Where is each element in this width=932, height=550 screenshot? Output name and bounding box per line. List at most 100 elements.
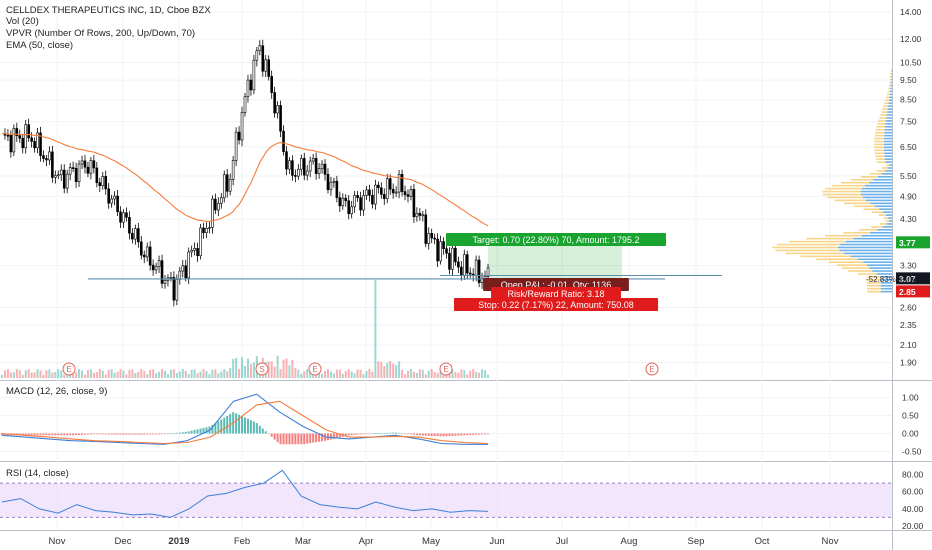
vp-row-up <box>867 264 892 266</box>
macd-hist-bar <box>315 433 318 443</box>
price-tick-label: 4.30 <box>900 214 917 224</box>
macd-hist-bar <box>409 433 412 435</box>
vp-row-down <box>840 181 870 184</box>
volume-bar <box>107 370 110 378</box>
time-tick-label: Feb <box>234 536 250 547</box>
volume-bar <box>392 363 395 378</box>
macd-hist-bar <box>98 433 101 435</box>
vp-row-up <box>888 102 892 105</box>
candle-body <box>107 188 110 204</box>
vp-row-down <box>867 276 881 278</box>
candle-body <box>347 200 351 215</box>
candle-body <box>261 45 265 72</box>
candle-body <box>418 212 422 216</box>
vp-row-down <box>880 114 887 116</box>
candle-body <box>211 198 214 228</box>
volume-bar <box>98 369 101 378</box>
event-marker <box>308 362 322 376</box>
vp-row-up <box>874 205 892 208</box>
candle-body <box>255 50 259 61</box>
volume-bar <box>324 371 327 378</box>
vp-row-down <box>875 128 885 131</box>
vp-row-down <box>881 111 888 113</box>
candle-body <box>30 137 33 142</box>
candle-body <box>48 151 51 161</box>
candle-body <box>154 266 158 271</box>
vp-row-up <box>879 208 892 211</box>
pnl-label: Open P&L: -0.01, Qty: 1136 <box>501 280 611 290</box>
volume-bar <box>33 372 36 378</box>
macd-hist-bar <box>33 433 36 436</box>
volume-bar <box>208 373 211 378</box>
volume-bar <box>276 355 279 378</box>
vp-row-down <box>879 117 887 119</box>
candle-body <box>187 251 190 279</box>
macd-hist-bar <box>146 433 149 435</box>
price-tick-label: 14.00 <box>900 7 922 17</box>
vp-row-up <box>886 114 892 116</box>
candle-body <box>285 151 288 170</box>
macd-hist-bar <box>430 433 433 436</box>
candle-body <box>421 214 425 217</box>
vp-row-up <box>869 267 892 269</box>
volume-bar <box>113 372 116 378</box>
macd-hist-bar <box>261 428 264 434</box>
macd-hist-bar <box>205 427 208 434</box>
volume-bar <box>433 371 436 378</box>
vp-row-up <box>886 117 892 119</box>
volume-bar <box>312 373 315 378</box>
candle-body <box>282 130 285 152</box>
candle-body <box>474 259 478 276</box>
candle-body <box>462 254 466 276</box>
macd-hist-bar <box>252 421 255 434</box>
candle-body <box>199 227 202 257</box>
macd-hist-bar <box>57 433 60 436</box>
macd-hist-bar <box>368 433 371 435</box>
vp-row-down <box>825 234 862 237</box>
candle-body <box>430 233 433 239</box>
volume-bar <box>122 370 125 378</box>
volume-bar <box>282 359 285 378</box>
volume-bar <box>329 371 332 378</box>
event-label: E <box>66 365 71 374</box>
candle-body <box>62 169 66 189</box>
macd-hist-bar <box>193 430 196 434</box>
candle-body <box>24 124 28 149</box>
macd-hist-bar <box>347 433 350 436</box>
candle-body <box>231 160 235 180</box>
volume-bar <box>119 369 122 378</box>
macd-hist-bar <box>175 432 178 434</box>
vp-row-up <box>890 87 892 90</box>
volume-bar <box>362 374 365 378</box>
candle-body <box>110 198 113 204</box>
volume-bar <box>83 374 86 378</box>
macd-hist-bar <box>104 433 107 435</box>
macd-hist-bar <box>255 423 258 434</box>
badge-stop: 2.85 <box>899 287 916 297</box>
volume-bar <box>418 369 421 378</box>
candle-body <box>36 132 39 149</box>
candle-body <box>317 168 321 174</box>
macd-tick-label: 0.50 <box>902 411 919 421</box>
macd-hist-bar <box>481 433 484 435</box>
candle-body <box>59 169 63 176</box>
macd-hist-bar <box>140 433 143 435</box>
macd-hist-bar <box>401 433 404 434</box>
vp-row-up <box>884 134 892 137</box>
vp-row-down <box>879 223 887 225</box>
candle-body <box>240 112 244 141</box>
vp-row-up <box>885 125 892 128</box>
macd-hist-bar <box>72 433 75 436</box>
price-tick-label: 7.50 <box>900 117 917 127</box>
candle-body <box>397 174 401 193</box>
vp-row-down <box>886 164 890 166</box>
macd-hist-bar <box>1 433 3 436</box>
vp-row-down <box>828 261 864 264</box>
candle-body <box>80 160 84 165</box>
volume-bar <box>466 374 469 378</box>
candle-body <box>243 96 247 113</box>
volume-bar <box>309 371 312 378</box>
candle-body <box>391 188 395 194</box>
candle-body <box>119 211 122 223</box>
candle-body <box>412 189 416 218</box>
